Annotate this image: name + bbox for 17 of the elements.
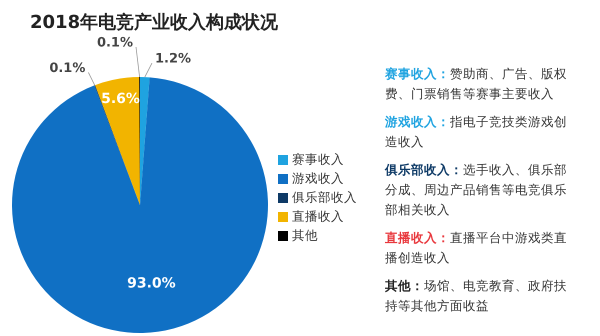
- text: 俱乐部收入：选手收入、俱乐部分成、周边产品销售等电竞俱乐部相关收入: [384, 162, 567, 217]
- legend-label: 其他: [292, 227, 318, 242]
- text: 直播收入：直播平台中游戏类直播创造收入: [384, 230, 567, 265]
- legend-label: 赛事收入: [292, 151, 344, 166]
- legend-label: 直播收入: [292, 208, 344, 224]
- data-label: 93.0%: [127, 275, 176, 292]
- text: 赛事收入：赞助商、广告、版权费、门票销售等赛事主要收入: [384, 66, 567, 101]
- data-label: 0.1%: [49, 60, 86, 76]
- data-label: 5.6%: [101, 91, 140, 108]
- legend-label: 游戏收入: [292, 170, 344, 186]
- pie-slice: [12, 77, 268, 333]
- data-label: 1.2%: [155, 52, 192, 67]
- text: 游戏收入：指电子竞技类游戏创造收入: [385, 114, 567, 149]
- data-label: 0.1%: [96, 36, 133, 51]
- legend-label: 俱乐部收入: [292, 189, 357, 204]
- chart-title: 2018年电竞产业收入构成状况: [30, 12, 280, 33]
- text: 其他：场馆、电竞教育、政府扶持等其他方面收益: [384, 278, 567, 313]
